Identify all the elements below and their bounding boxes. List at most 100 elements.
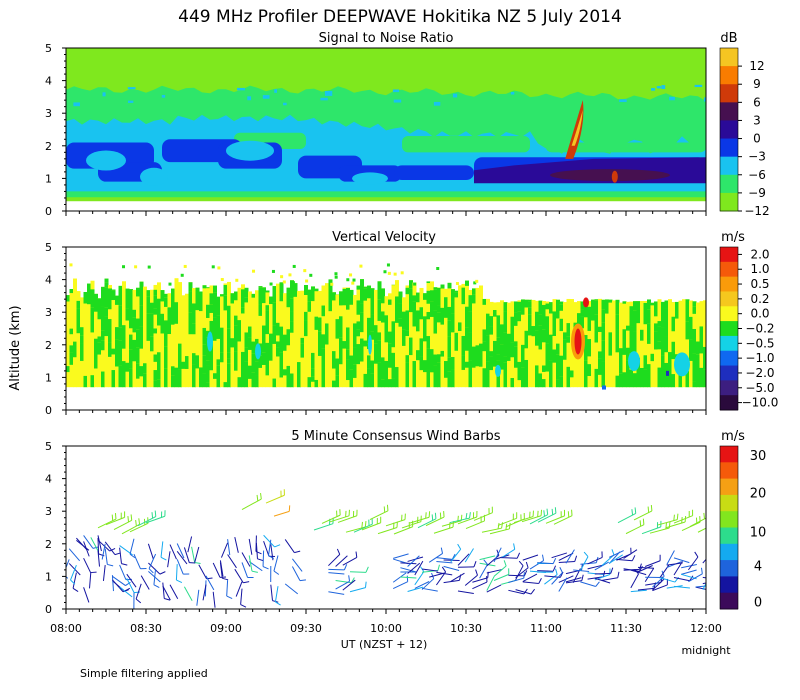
vel-column (111, 289, 116, 388)
vel-cell (209, 293, 214, 305)
vel-cell (290, 298, 294, 312)
colorbar-tick-label: 6 (753, 95, 761, 109)
colorbar-swatch (720, 478, 738, 496)
vel-cell (601, 340, 606, 362)
vel-cell (97, 298, 102, 320)
vel-cell (83, 291, 88, 304)
vel-cell (328, 288, 333, 312)
vel-cell (479, 343, 483, 367)
snr-heatmap (66, 48, 706, 202)
vel-column (125, 288, 130, 388)
vel-cell (279, 282, 284, 294)
wind-barb (153, 568, 157, 585)
vel-cell (398, 291, 403, 304)
wind-barb-feather (610, 567, 614, 574)
vel-cell (524, 341, 529, 349)
wind-barb (433, 526, 454, 534)
wind-barb (241, 498, 262, 511)
colorbar-tick-label: −6 (748, 168, 766, 182)
vel-column (409, 280, 413, 388)
vel-cell (286, 287, 291, 293)
vel-cell (538, 325, 543, 350)
vel-cell (640, 367, 644, 388)
snr-gap-light (226, 140, 274, 161)
vel-cell (524, 330, 529, 342)
vel-cell (594, 299, 599, 301)
vel-cell (503, 302, 508, 312)
vel-cell (286, 329, 291, 346)
wind-barb-feather (135, 519, 137, 527)
vel-cell (584, 360, 588, 388)
wind-barb (508, 589, 525, 595)
vel-cell (601, 322, 606, 341)
velocity-heatmap (66, 263, 706, 390)
vel-cell (517, 311, 522, 322)
vel-cell (66, 295, 70, 302)
vel-cell (423, 316, 427, 342)
vel-cell (234, 351, 238, 371)
wind-barb (702, 582, 706, 585)
colorbar-swatch (720, 48, 738, 67)
wind-barb (292, 558, 303, 572)
vel-cell (146, 313, 151, 341)
velocity-title: Vertical Velocity (332, 230, 436, 245)
y-tick-label: 1 (45, 570, 52, 583)
vel-cell (321, 348, 326, 368)
vel-cell (465, 361, 469, 368)
vel-column (395, 280, 399, 388)
vel-column (405, 285, 410, 388)
vel-cell (370, 360, 375, 374)
wind-barb (90, 537, 99, 552)
vel-speckle (235, 278, 239, 282)
colorbar-swatch (720, 261, 738, 278)
vel-cell (153, 370, 158, 381)
vel-cell (311, 368, 315, 377)
vel-cell (108, 319, 112, 343)
vel-cell (367, 285, 371, 299)
wind-barb (119, 586, 133, 598)
wind-barb (644, 567, 655, 583)
wind-barb (637, 565, 653, 573)
colorbar-tick-label: −1.0 (745, 351, 774, 365)
colorbar-tick-label: −0.2 (745, 322, 774, 336)
vel-cell (244, 297, 249, 303)
vel-speckle (303, 269, 307, 273)
colorbar-frame (719, 445, 739, 610)
vel-column (444, 288, 448, 388)
vel-cell (405, 355, 410, 363)
colorbar-tick-label: −12 (744, 204, 769, 218)
wind-barb (176, 559, 184, 575)
vel-column (437, 287, 441, 388)
vel-cell (416, 292, 420, 303)
colorbar-swatch (720, 84, 738, 103)
vel-cell (276, 322, 280, 336)
wind-barb (353, 523, 373, 533)
snr-axes: 0 1 2 3 4 5 (45, 42, 707, 218)
wind-barb (580, 581, 596, 587)
vel-cell (346, 365, 350, 381)
vel-cell (185, 356, 189, 369)
snr-gap (546, 142, 706, 153)
vel-cell (209, 343, 214, 371)
wind-barb (220, 542, 229, 558)
vel-cell (304, 311, 308, 321)
wind-barb (335, 580, 350, 590)
vel-cell (500, 344, 504, 370)
vel-cell (146, 296, 151, 314)
x-end-note: midnight (681, 644, 731, 657)
vel-cell (647, 364, 651, 388)
vel-cell (332, 380, 336, 388)
wind-barb-feather (707, 511, 708, 517)
wind-barb (234, 537, 239, 553)
vel-cell (178, 343, 182, 370)
wind-barb-feather (135, 598, 142, 604)
vel-cell (486, 361, 490, 388)
wind-barb (702, 576, 706, 579)
vel-column (451, 289, 455, 388)
wind-barb (147, 543, 154, 560)
vel-speckle (387, 271, 391, 275)
vel-cell (405, 287, 410, 295)
wind-barb (248, 538, 253, 555)
vel-cell (216, 296, 221, 316)
vel-speckle (217, 266, 221, 270)
